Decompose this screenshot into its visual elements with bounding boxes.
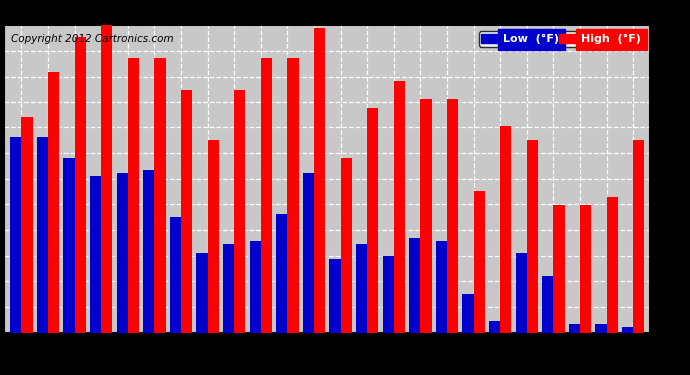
Bar <box>223 244 234 333</box>
Bar <box>383 256 394 333</box>
Bar <box>314 28 325 333</box>
Text: Copyright 2012 Cartronics.com: Copyright 2012 Cartronics.com <box>10 34 173 44</box>
Bar <box>595 324 607 333</box>
Bar <box>75 37 86 333</box>
Bar <box>170 217 181 333</box>
Bar <box>462 294 473 333</box>
Bar <box>288 58 299 333</box>
Bar <box>553 206 564 333</box>
Bar <box>128 58 139 333</box>
Bar <box>436 241 447 333</box>
Bar <box>367 108 378 333</box>
Bar <box>341 158 352 333</box>
Bar <box>208 140 219 333</box>
Bar <box>409 238 420 333</box>
Bar <box>234 90 246 333</box>
Bar <box>155 58 166 333</box>
Bar <box>90 176 101 333</box>
Bar <box>515 253 526 333</box>
Bar <box>37 138 48 333</box>
Bar <box>303 173 314 333</box>
Bar <box>197 253 208 333</box>
Bar <box>447 99 458 333</box>
Bar <box>144 170 155 333</box>
Title: Outdoor Temperature Daily High/Low 20120925: Outdoor Temperature Daily High/Low 20120… <box>104 4 551 22</box>
Bar <box>261 58 272 333</box>
Bar <box>101 16 112 333</box>
Bar <box>48 72 59 333</box>
Bar <box>489 321 500 333</box>
Bar <box>117 173 128 333</box>
Bar <box>250 241 261 333</box>
Bar <box>526 140 538 333</box>
Bar <box>356 244 367 333</box>
Bar <box>329 259 341 333</box>
Bar <box>181 90 193 333</box>
Bar <box>420 99 431 333</box>
Bar <box>21 117 32 333</box>
Bar <box>10 138 21 333</box>
Bar <box>569 324 580 333</box>
Bar <box>276 214 288 333</box>
Bar <box>500 126 511 333</box>
Bar <box>580 206 591 333</box>
Bar <box>542 276 553 333</box>
Legend: Low  (°F), High  (°F): Low (°F), High (°F) <box>479 31 644 46</box>
Bar <box>473 190 485 333</box>
Bar <box>394 81 405 333</box>
Bar <box>622 327 633 333</box>
Bar <box>633 140 644 333</box>
Bar <box>63 158 75 333</box>
Bar <box>607 196 618 333</box>
